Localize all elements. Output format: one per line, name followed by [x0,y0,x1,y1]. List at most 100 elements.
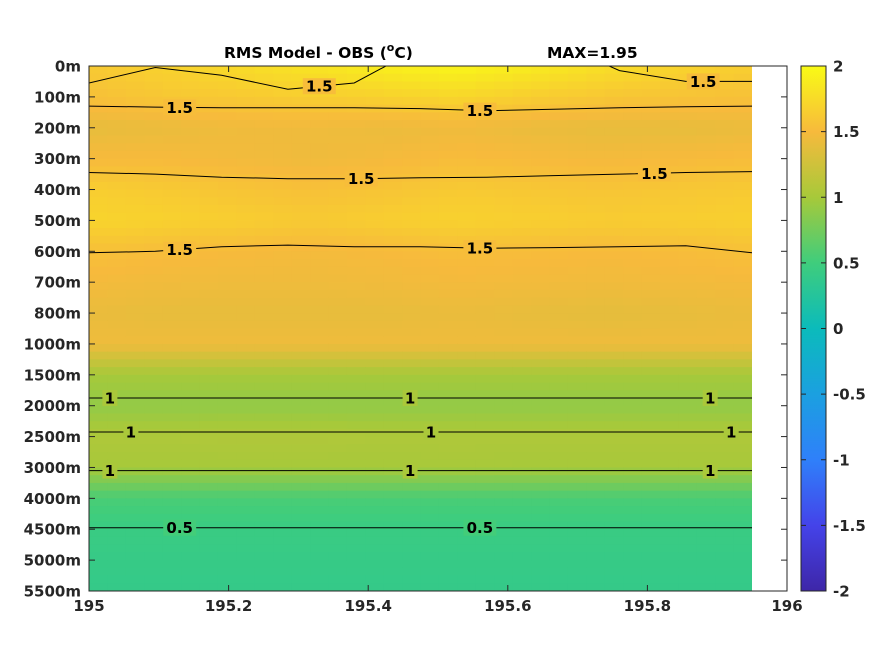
heatmap-cell [310,228,330,237]
heatmap-cell [733,583,752,591]
heatmap-cell [383,220,403,229]
heatmap-cell [438,529,458,538]
heatmap-cell [604,259,624,268]
heatmap-cell [107,405,127,415]
heatmap-cell [549,482,569,492]
heatmap-cell [273,490,293,499]
heatmap-cell [107,289,127,299]
heatmap-cell [457,552,477,561]
heatmap-cell [199,259,219,268]
heatmap-cell [512,544,532,553]
heatmap-cell [641,413,661,422]
heatmap-cell [512,266,532,276]
heatmap-cell [641,66,661,75]
heatmap-cell [162,390,182,399]
heatmap-cell [254,467,274,476]
heatmap-cell [457,96,477,106]
heatmap-cell [604,490,624,499]
heatmap-cell [457,428,477,438]
heatmap-cell [660,560,680,569]
heatmap-cell [420,536,440,546]
heatmap-cell [531,444,551,453]
heatmap-cell [623,374,643,384]
heatmap-cell [604,174,624,183]
heatmap-cell [438,452,458,461]
heatmap-cell [310,397,330,407]
heatmap-cell [715,506,735,515]
heatmap-cell [402,266,422,276]
heatmap-cell [310,143,330,152]
heatmap-cell [586,382,606,391]
heatmap-cell [346,529,366,538]
heatmap-cell [438,436,458,445]
heatmap-cell [273,104,293,113]
heatmap-cell [678,560,698,569]
heatmap-cell [420,204,440,214]
heatmap-cell [346,320,366,330]
heatmap-cell [144,73,164,83]
heatmap-cell [181,89,201,98]
heatmap-cell [512,174,532,183]
heatmap-cell [475,506,495,515]
heatmap-cell [162,343,182,353]
heatmap-cell [549,251,569,260]
heatmap-cell [733,228,752,237]
heatmap-cell [641,567,661,577]
heatmap-cell [733,251,752,260]
heatmap-cell [733,367,752,376]
heatmap-cell [660,289,680,299]
heatmap-cell [715,143,735,152]
heatmap-cell [549,529,569,538]
heatmap-cell [365,513,385,523]
heatmap-cell [346,367,366,376]
heatmap-cell [494,328,514,337]
heatmap-cell [604,127,624,137]
heatmap-cell [586,320,606,330]
heatmap-cell [310,73,330,83]
heatmap-cell [420,475,440,484]
heatmap-cell [641,158,661,167]
heatmap-cell [715,529,735,538]
heatmap-cell [273,428,293,438]
heatmap-cell [89,428,109,438]
heatmap-cell [402,73,422,83]
heatmap-cell [438,413,458,422]
heatmap-cell [254,81,274,90]
heatmap-cell [567,459,587,469]
heatmap-cell [696,289,716,299]
heatmap-cell [549,297,569,306]
heatmap-cell [107,297,127,306]
heatmap-cell [567,482,587,492]
heatmap-cell [125,73,145,83]
heatmap-cell [402,405,422,415]
heatmap-cell [494,320,514,330]
heatmap-cell [402,359,422,368]
heatmap-cell [273,189,293,198]
heatmap-cell [217,544,237,553]
heatmap-cell [402,120,422,129]
heatmap-cell [549,282,569,291]
heatmap-cell [567,235,587,245]
heatmap-cell [531,289,551,299]
heatmap-cell [512,529,532,538]
heatmap-cell [715,181,735,191]
heatmap-cell [623,544,643,553]
heatmap-cell [217,289,237,299]
contour-label-bg [163,241,197,258]
heatmap-cell [199,289,219,299]
heatmap-cell [236,336,256,345]
heatmap-cell [181,382,201,391]
heatmap-cell [549,197,569,206]
heatmap-cell [660,490,680,499]
heatmap-cell [494,583,514,591]
heatmap-cell [678,266,698,276]
heatmap-cell [678,583,698,591]
heatmap-cell [217,220,237,229]
heatmap-cell [291,513,311,523]
heatmap-cell [328,475,348,484]
heatmap-cell [733,351,752,360]
heatmap-cell [715,235,735,245]
heatmap-cell [383,506,403,515]
heatmap-cell [623,413,643,422]
heatmap-cell [125,459,145,469]
